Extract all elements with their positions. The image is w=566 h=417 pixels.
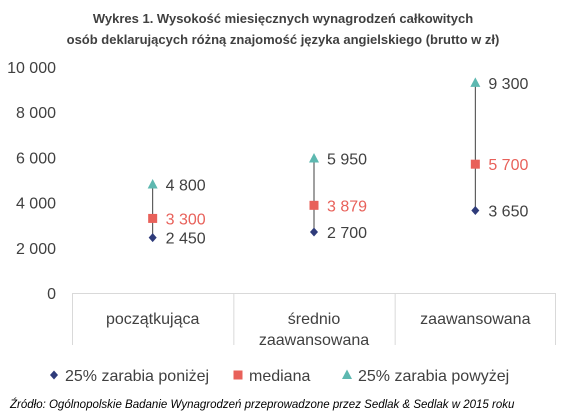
marker-high: [309, 153, 319, 163]
marker-median: [470, 159, 480, 169]
legend-label-median: mediana: [249, 368, 310, 385]
data-label-median: 3 300: [166, 211, 206, 228]
data-label-high: 5 950: [327, 152, 367, 169]
y-tick-label: 6 000: [16, 150, 56, 167]
data-label-median: 5 700: [488, 157, 528, 174]
category-label: średnio: [288, 311, 341, 328]
chart-title-line-2: osób deklarujących różną znajomość język…: [66, 32, 500, 47]
marker-high: [470, 77, 481, 87]
marker-high: [147, 179, 158, 189]
data-label-median: 3 879: [327, 198, 367, 215]
category-label: zaawansowana: [420, 311, 530, 328]
category-label: początkująca: [106, 311, 199, 328]
data-label-low: 3 650: [488, 204, 528, 221]
legend-marker-low: [50, 370, 58, 380]
category-label: zaawansowana: [259, 332, 369, 349]
y-tick-label: 4 000: [16, 196, 56, 213]
y-tick-label: 0: [47, 286, 56, 303]
chart-title: Wykres 1. Wysokość miesięcznych wynagrod…: [0, 8, 566, 50]
legend-marker-median: [233, 370, 243, 380]
legend-label-low: 25% zarabia poniżej: [65, 368, 209, 385]
y-tick-label: 2 000: [16, 241, 56, 258]
data-label-low: 2 700: [327, 225, 367, 242]
marker-low: [471, 206, 480, 216]
data-label-high: 4 800: [166, 178, 206, 195]
source-note: Źródło: Ogólnopolskie Badanie Wynagrodze…: [10, 399, 515, 411]
legend-label-high: 25% zarabia powyżej: [358, 368, 509, 385]
data-label-low: 2 450: [166, 231, 206, 248]
data-label-high: 9 300: [488, 76, 528, 93]
y-tick-label: 10 000: [7, 60, 56, 77]
chart-title-line-1: Wykres 1. Wysokość miesięcznych wynagrod…: [92, 11, 474, 26]
marker-low: [148, 233, 157, 243]
marker-low: [310, 227, 318, 237]
y-tick-label: 8 000: [16, 105, 56, 122]
legend-marker-high: [342, 369, 352, 379]
marker-median: [148, 213, 158, 223]
marker-median: [309, 200, 319, 210]
